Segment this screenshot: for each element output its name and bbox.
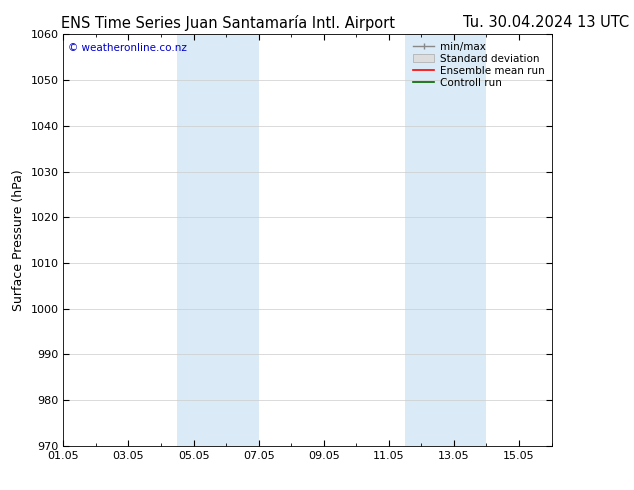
Text: © weatheronline.co.nz: © weatheronline.co.nz (68, 43, 187, 52)
Bar (178, 34, 226, 446)
Y-axis label: Surface Pressure (hPa): Surface Pressure (hPa) (12, 169, 25, 311)
Legend: min/max, Standard deviation, Ensemble mean run, Controll run: min/max, Standard deviation, Ensemble me… (411, 40, 547, 90)
Bar (405, 34, 454, 446)
Bar (226, 34, 259, 446)
Bar (454, 34, 486, 446)
Text: ENS Time Series Juan Santamaría Intl. Airport: ENS Time Series Juan Santamaría Intl. Ai… (61, 15, 395, 31)
Text: Tu. 30.04.2024 13 UTC: Tu. 30.04.2024 13 UTC (463, 15, 629, 30)
